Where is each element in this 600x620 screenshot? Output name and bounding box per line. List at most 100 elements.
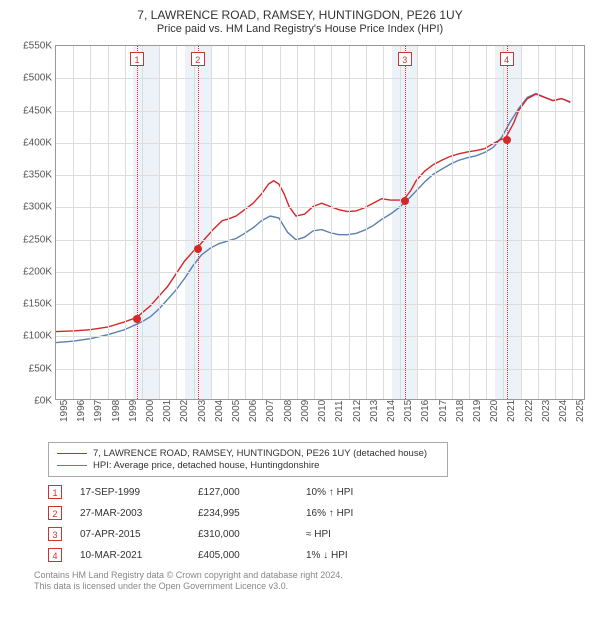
x-tick-label: 2002: [179, 400, 190, 422]
row-date: 10-MAR-2021: [80, 550, 180, 561]
chart-lines: [56, 46, 584, 399]
x-tick-label: 1999: [128, 400, 139, 422]
legend-row: HPI: Average price, detached house, Hunt…: [57, 460, 439, 471]
x-gridline: [331, 46, 332, 399]
row-date: 17-SEP-1999: [80, 487, 180, 498]
y-tick-label: £350K: [8, 170, 52, 181]
x-tick-label: 2012: [352, 400, 363, 422]
row-price: £127,000: [198, 487, 288, 498]
footer-text: Contains HM Land Registry data © Crown c…: [34, 570, 590, 592]
y-tick-label: £150K: [8, 299, 52, 310]
x-gridline: [194, 46, 195, 399]
x-tick-label: 2001: [162, 400, 173, 422]
x-gridline: [176, 46, 177, 399]
legend-label: HPI: Average price, detached house, Hunt…: [93, 460, 319, 471]
row-diff: 1% ↓ HPI: [306, 550, 406, 561]
x-tick-label: 2015: [403, 400, 414, 422]
x-tick-label: 2017: [438, 400, 449, 422]
row-marker-box: 4: [48, 548, 62, 562]
x-gridline: [572, 46, 573, 399]
row-price: £405,000: [198, 550, 288, 561]
x-gridline: [503, 46, 504, 399]
marker-line: [198, 46, 199, 399]
y-gridline: [56, 240, 584, 241]
x-tick-label: 2003: [197, 400, 208, 422]
y-gridline: [56, 272, 584, 273]
marker-label: 2: [191, 52, 205, 66]
table-row: 4 10-MAR-2021 £405,000 1% ↓ HPI: [48, 546, 590, 564]
x-gridline: [555, 46, 556, 399]
table-row: 227-MAR-2003£234,99516% ↑ HPI: [48, 504, 590, 522]
x-tick-label: 1995: [59, 400, 70, 422]
legend-swatch: [57, 453, 87, 454]
row-marker-box: 2: [48, 506, 62, 520]
footer-line: This data is licensed under the Open Gov…: [34, 581, 590, 592]
marker-line: [507, 46, 508, 399]
marker-line: [137, 46, 138, 399]
x-tick-label: 2008: [283, 400, 294, 422]
y-tick-label: £450K: [8, 105, 52, 116]
x-gridline: [159, 46, 160, 399]
x-tick-label: 2014: [386, 400, 397, 422]
x-gridline: [435, 46, 436, 399]
x-gridline: [349, 46, 350, 399]
chart-legend: 7, LAWRENCE ROAD, RAMSEY, HUNTINGDON, PE…: [48, 442, 448, 477]
row-diff: ≈ HPI: [306, 529, 406, 540]
data-point: [401, 197, 409, 205]
x-tick-label: 2021: [506, 400, 517, 422]
legend-label: 7, LAWRENCE ROAD, RAMSEY, HUNTINGDON, PE…: [93, 448, 427, 459]
row-price: £310,000: [198, 529, 288, 540]
data-point: [133, 315, 141, 323]
marker-label: 3: [398, 52, 412, 66]
x-gridline: [417, 46, 418, 399]
x-tick-label: 2013: [369, 400, 380, 422]
x-tick-label: 2016: [420, 400, 431, 422]
marker-line: [405, 46, 406, 399]
x-tick-label: 2007: [265, 400, 276, 422]
x-gridline: [211, 46, 212, 399]
x-gridline: [125, 46, 126, 399]
x-tick-label: 1996: [76, 400, 87, 422]
legend-row: 7, LAWRENCE ROAD, RAMSEY, HUNTINGDON, PE…: [57, 448, 439, 459]
y-tick-label: £100K: [8, 331, 52, 342]
x-tick-label: 2010: [317, 400, 328, 422]
table-row: 117-SEP-1999£127,00010% ↑ HPI: [48, 483, 590, 501]
row-marker-box: 1: [48, 485, 62, 499]
y-tick-label: £50K: [8, 363, 52, 374]
x-gridline: [262, 46, 263, 399]
x-gridline: [486, 46, 487, 399]
chart-title: 7, LAWRENCE ROAD, RAMSEY, HUNTINGDON, PE…: [10, 8, 590, 22]
x-gridline: [469, 46, 470, 399]
x-tick-label: 2025: [575, 400, 586, 422]
x-tick-label: 2009: [300, 400, 311, 422]
footer-line: Contains HM Land Registry data © Crown c…: [34, 570, 590, 581]
x-tick-label: 2019: [472, 400, 483, 422]
x-gridline: [400, 46, 401, 399]
x-tick-label: 2022: [524, 400, 535, 422]
row-diff: 16% ↑ HPI: [306, 508, 406, 519]
y-tick-label: £500K: [8, 73, 52, 84]
row-date: 07-APR-2015: [80, 529, 180, 540]
row-date: 27-MAR-2003: [80, 508, 180, 519]
x-tick-label: 2004: [214, 400, 225, 422]
x-tick-label: 2024: [558, 400, 569, 422]
x-gridline: [90, 46, 91, 399]
x-tick-label: 2023: [541, 400, 552, 422]
y-gridline: [56, 336, 584, 337]
x-tick-label: 2000: [145, 400, 156, 422]
x-gridline: [280, 46, 281, 399]
x-gridline: [297, 46, 298, 399]
x-tick-label: 1997: [93, 400, 104, 422]
x-gridline: [538, 46, 539, 399]
price-chart: £0K£50K£100K£150K£200K£250K£300K£350K£40…: [55, 45, 585, 400]
x-gridline: [245, 46, 246, 399]
x-gridline: [142, 46, 143, 399]
x-gridline: [314, 46, 315, 399]
chart-subtitle: Price paid vs. HM Land Registry's House …: [10, 23, 590, 35]
x-gridline: [452, 46, 453, 399]
y-gridline: [56, 111, 584, 112]
x-gridline: [108, 46, 109, 399]
y-gridline: [56, 304, 584, 305]
y-gridline: [56, 175, 584, 176]
y-tick-label: £300K: [8, 202, 52, 213]
